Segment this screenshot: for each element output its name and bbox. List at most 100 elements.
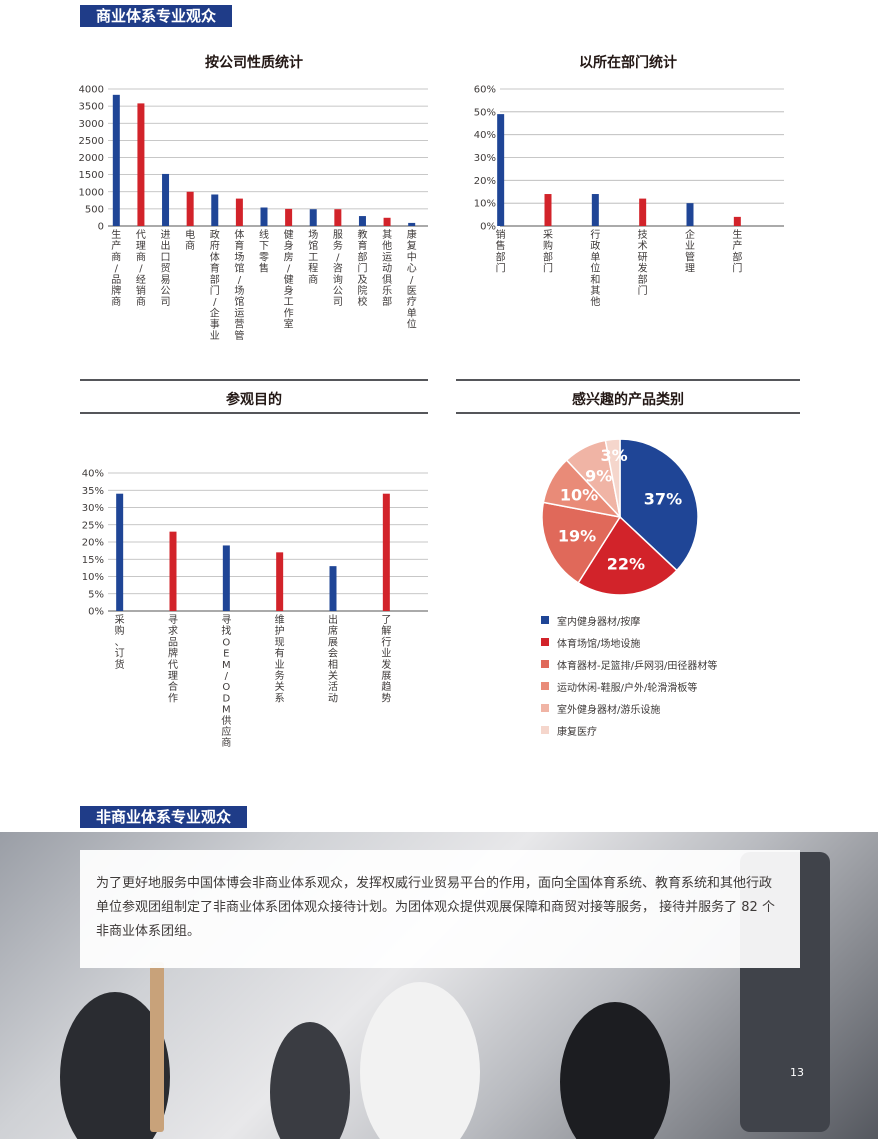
bar (497, 114, 505, 226)
legend-swatch (541, 682, 549, 690)
y-tick-label: 2000 (79, 153, 104, 164)
bar (186, 191, 194, 226)
x-tick-label: 技术研发部门 (638, 228, 648, 297)
bar (309, 209, 317, 226)
y-tick-label: 30% (82, 503, 104, 514)
y-tick-label: 3000 (79, 119, 104, 130)
y-tick-label: 500 (85, 204, 104, 215)
pie-label: 3% (601, 446, 628, 465)
bar (334, 209, 342, 226)
legend-label: 室外健身器材/游乐设施 (557, 704, 661, 716)
y-tick-label: 15% (82, 555, 104, 566)
x-tick-label: 线下零售 (259, 228, 269, 275)
bar (329, 566, 337, 611)
chart-title-purpose: 参观目的 (226, 392, 282, 408)
y-tick-label: 2500 (79, 136, 104, 147)
legend-item: 体育场馆/场地设施 (541, 631, 717, 653)
bar (137, 103, 145, 226)
x-tick-label: 政府体育部门/企事业 (210, 228, 220, 342)
y-tick-label: 20% (474, 176, 496, 187)
legend-label: 康复医疗 (557, 726, 597, 738)
legend-swatch (541, 616, 549, 624)
x-tick-label: 企业管理 (685, 228, 695, 275)
y-tick-label: 0 (98, 222, 104, 233)
y-tick-label: 20% (82, 538, 104, 549)
legend-label: 运动休闲-鞋服/户外/轮滑滑板等 (557, 682, 698, 694)
x-tick-label: 健身房/健身工作室 (284, 229, 294, 331)
divider (80, 379, 428, 381)
legend-item: 室内健身器材/按摩 (541, 609, 717, 631)
legend-item: 运动休闲-鞋服/户外/轮滑滑板等 (541, 675, 717, 697)
y-tick-label: 5% (88, 589, 104, 600)
x-tick-label: 寻求品牌代理合作 (168, 614, 178, 704)
bar (686, 203, 694, 226)
legend-item: 体育器材-足篮排/乒网羽/田径器材等 (541, 653, 717, 675)
x-tick-label: 服务/咨询公司 (333, 229, 343, 308)
bar (408, 222, 416, 226)
pie-label: 22% (607, 554, 645, 573)
divider (80, 412, 428, 414)
description-box: 为了更好地服务中国体博会非商业体系观众，发挥权威行业贸易平台的作用，面向全国体育… (80, 850, 800, 968)
x-tick-label: 销售部门 (496, 228, 506, 275)
pie-slice (541, 501, 622, 584)
legend-label: 室内健身器材/按摩 (557, 616, 641, 628)
y-tick-label: 1500 (79, 170, 104, 181)
x-tick-label: 电商 (185, 228, 195, 252)
y-tick-label: 0% (480, 222, 496, 233)
bar (544, 194, 552, 226)
y-tick-label: 35% (82, 486, 104, 497)
x-tick-label: 体育场馆/场馆运营管 (234, 229, 244, 342)
bar (222, 545, 230, 611)
x-tick-label: 了解行业发展趋势 (381, 614, 391, 704)
bar (591, 194, 599, 226)
description-text: 为了更好地服务中国体博会非商业体系观众，发挥权威行业贸易平台的作用，面向全国体育… (96, 876, 775, 939)
bar (358, 216, 366, 226)
legend-label: 体育场馆/场地设施 (557, 638, 641, 650)
pie-slice (604, 438, 621, 518)
x-tick-label: 行政单位和其他 (590, 228, 600, 308)
bar (235, 198, 243, 226)
x-tick-label: 康复中心/医疗单位 (407, 228, 417, 331)
y-tick-label: 40% (474, 130, 496, 141)
x-tick-label: 生产部门 (732, 228, 742, 275)
section-title-noncommercial: 非商业体系专业观众 (80, 806, 248, 828)
bar (285, 208, 293, 226)
x-tick-label: 代理商/经销商 (136, 229, 146, 308)
y-tick-label: 4000 (79, 85, 104, 96)
bar (169, 531, 177, 611)
y-tick-label: 50% (474, 107, 496, 118)
pie-label: 37% (644, 489, 682, 508)
section-title-commercial: 商业体系专业观众 (80, 5, 233, 27)
legend-swatch (541, 726, 549, 734)
y-tick-label: 3500 (79, 102, 104, 113)
pie-slice (577, 515, 678, 596)
bar (162, 173, 170, 226)
y-tick-label: 40% (82, 469, 104, 480)
legend-swatch (541, 660, 549, 668)
x-tick-label: 寻找 O E M / O D M 供应商 (221, 614, 231, 749)
bar (211, 194, 219, 226)
bar (382, 493, 390, 611)
x-tick-label: 维护现有业务关系 (275, 613, 285, 704)
page-number: 13 (790, 1066, 804, 1079)
y-tick-label: 10% (82, 572, 104, 583)
x-tick-label: 场馆工程商 (308, 228, 318, 286)
bar (383, 217, 391, 226)
pie-label: 19% (558, 527, 596, 546)
chart-title-product-category: 感兴趣的产品类别 (572, 392, 684, 408)
pie-label: 10% (560, 485, 598, 504)
x-tick-label: 教育部门及院校 (357, 228, 367, 308)
chart-title-department: 以所在部门统计 (579, 55, 677, 71)
x-tick-label: 生产商/品牌商 (111, 228, 121, 308)
legend-item: 室外健身器材/游乐设施 (541, 697, 717, 719)
legend-swatch (541, 704, 549, 712)
x-tick-label: 采购部门 (543, 229, 553, 275)
y-tick-label: 0% (88, 607, 104, 618)
y-tick-label: 10% (474, 199, 496, 210)
pie-legend: 室内健身器材/按摩 体育场馆/场地设施体育器材-足篮排/乒网羽/田径器材等运动休闲… (541, 609, 717, 741)
bar (276, 552, 284, 611)
x-tick-label: 其他运动俱乐部 (382, 229, 392, 308)
x-tick-label: 进出口贸易公司 (161, 229, 171, 308)
